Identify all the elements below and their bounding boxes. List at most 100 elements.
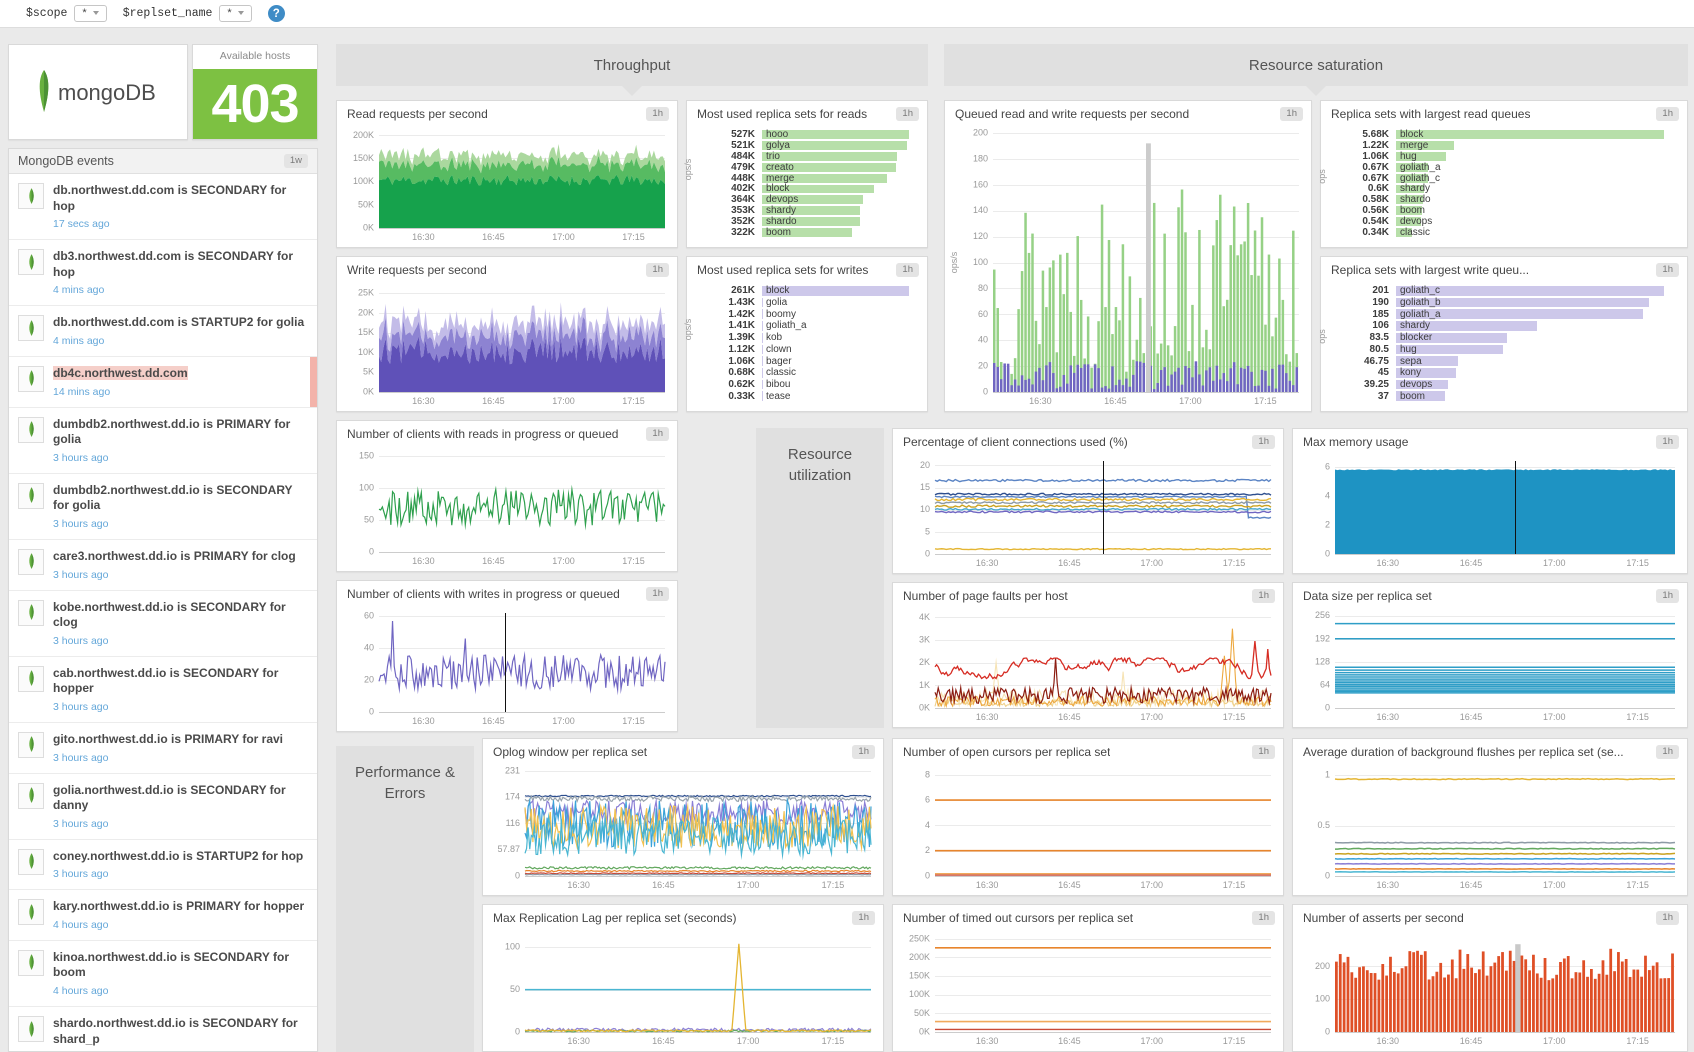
timeframe-badge[interactable]: 1h: [1252, 435, 1275, 449]
toplist-row[interactable]: 402K block: [705, 183, 915, 194]
help-icon[interactable]: ?: [267, 5, 285, 22]
timeframe-badge[interactable]: 1h: [646, 107, 669, 121]
toplist-row[interactable]: 0.6K shardy: [1339, 183, 1675, 194]
event-timestamp[interactable]: 4 hours ago: [53, 918, 109, 931]
scope-select[interactable]: *: [74, 5, 107, 22]
event-item[interactable]: coney.northwest.dd.io is STARTUP2 for ho…: [9, 839, 317, 891]
toplist-row[interactable]: 80.5 hug: [1339, 344, 1675, 356]
toplist-row[interactable]: 190 goliath_b: [1339, 297, 1675, 309]
event-timestamp[interactable]: 4 mins ago: [53, 284, 105, 297]
event-item[interactable]: kinoa.northwest.dd.io is SECONDARY for b…: [9, 940, 317, 1008]
toplist-row[interactable]: 322K boom: [705, 227, 915, 238]
event-item[interactable]: db.northwest.dd.com is SECONDARY for hop…: [9, 174, 317, 241]
timeframe-badge[interactable]: 1h: [1656, 435, 1679, 449]
timeframe-badge[interactable]: 1h: [1656, 263, 1679, 277]
toplist-row[interactable]: 1.22K merge: [1339, 140, 1675, 151]
event-timestamp[interactable]: 3 hours ago: [53, 817, 109, 830]
toplist-row[interactable]: 46.75 sepa: [1339, 355, 1675, 367]
toplist-row[interactable]: 0.58K shardo: [1339, 194, 1675, 205]
event-timestamp[interactable]: 3 hours ago: [53, 700, 109, 713]
toplist-row[interactable]: 521K golya: [705, 140, 915, 151]
event-timestamp[interactable]: 3 hours ago: [53, 568, 109, 581]
chart-plot[interactable]: [485, 765, 881, 892]
toplist-row[interactable]: 0.34K classic: [1339, 227, 1675, 238]
toplist-row[interactable]: 353K shardy: [705, 205, 915, 216]
timeframe-badge[interactable]: 1h: [1252, 745, 1275, 759]
timeframe-badge[interactable]: 1h: [1656, 745, 1679, 759]
toplist-row[interactable]: 5.68K block: [1339, 129, 1675, 140]
event-timestamp[interactable]: 4 hours ago: [53, 985, 109, 998]
toplist-row[interactable]: 1.42K boomy: [705, 308, 915, 320]
chart-plot[interactable]: [339, 283, 675, 408]
event-item[interactable]: dumbdb2.northwest.dd.io is PRIMARY for g…: [9, 407, 317, 474]
event-item[interactable]: shardo.northwest.dd.io is SECONDARY for …: [9, 1007, 317, 1051]
toplist-row[interactable]: 484K trio: [705, 151, 915, 162]
chart-plot[interactable]: [339, 127, 675, 244]
chart-plot[interactable]: [1295, 765, 1685, 892]
timeframe-badge[interactable]: 1h: [896, 263, 919, 277]
toplist-row[interactable]: 83.5 blocker: [1339, 332, 1675, 344]
toplist-row[interactable]: 261K block: [705, 285, 915, 297]
toplist-row[interactable]: 448K merge: [705, 173, 915, 184]
toplist-row[interactable]: 479K creato: [705, 162, 915, 173]
chart-plot[interactable]: [895, 931, 1281, 1048]
toplist-row[interactable]: 1.06K hug: [1339, 151, 1675, 162]
event-item[interactable]: golia.northwest.dd.io is SECONDARY for d…: [9, 773, 317, 840]
toplist-row[interactable]: 201 goliath_c: [1339, 285, 1675, 297]
chart-plot[interactable]: [895, 455, 1281, 570]
timeframe-badge[interactable]: 1h: [646, 427, 669, 441]
event-item[interactable]: db4c.northwest.dd.com 14 mins ago: [9, 356, 317, 408]
timeframe-badge[interactable]: 1h: [1656, 911, 1679, 925]
toplist-row[interactable]: 39.25 devops: [1339, 379, 1675, 391]
event-item[interactable]: kobe.northwest.dd.io is SECONDARY for cl…: [9, 590, 317, 657]
event-item[interactable]: kary.northwest.dd.io is PRIMARY for hopp…: [9, 890, 317, 941]
event-timestamp[interactable]: 14 mins ago: [53, 385, 111, 398]
chart-plot[interactable]: [895, 765, 1281, 892]
timeframe-badge[interactable]: 1h: [852, 911, 875, 925]
toplist-row[interactable]: 364K devops: [705, 194, 915, 205]
toplist-row[interactable]: 0.67K goliath_c: [1339, 173, 1675, 184]
timeframe-badge[interactable]: 1h: [852, 745, 875, 759]
event-item[interactable]: dumbdb2.northwest.dd.io is SECONDARY for…: [9, 473, 317, 540]
chart-plot[interactable]: ops/s 261K block 1.43K golia 1.42K boomy 1.41K g…: [683, 283, 925, 408]
chart-plot[interactable]: [1295, 455, 1685, 570]
chart-plot[interactable]: [339, 447, 675, 568]
timeframe-badge[interactable]: 1h: [1280, 107, 1303, 121]
event-timestamp[interactable]: 17 secs ago: [53, 218, 110, 231]
event-item[interactable]: cab.northwest.dd.io is SECONDARY for hop…: [9, 656, 317, 723]
toplist-row[interactable]: 0.67K goliath_a: [1339, 162, 1675, 173]
toplist-row[interactable]: 0.56K boom: [1339, 205, 1675, 216]
chart-plot[interactable]: ops/s 527K hooo 521K golya 484K trio 479K creato…: [683, 127, 925, 244]
chart-plot[interactable]: [339, 607, 675, 728]
toplist-row[interactable]: 1.06K bager: [705, 355, 915, 367]
timeframe-badge[interactable]: 1h: [1252, 911, 1275, 925]
toplist-row[interactable]: 1.39K kob: [705, 332, 915, 344]
event-item[interactable]: db3.northwest.dd.com is SECONDARY for ho…: [9, 240, 317, 307]
chart-plot[interactable]: ops 5.68K block 1.22K merge 1.06K hug 0.67K goli…: [1317, 127, 1685, 244]
event-timestamp[interactable]: 3 hours ago: [53, 634, 109, 647]
event-timestamp[interactable]: 3 hours ago: [53, 451, 109, 464]
timeframe-badge[interactable]: 1h: [1656, 107, 1679, 121]
toplist-row[interactable]: 37 boom: [1339, 390, 1675, 402]
chart-plot[interactable]: [1295, 609, 1685, 724]
timeframe-badge[interactable]: 1h: [646, 263, 669, 277]
event-item[interactable]: db.northwest.dd.com is STARTUP2 for goli…: [9, 306, 317, 357]
chart-plot[interactable]: [947, 127, 1309, 408]
toplist-row[interactable]: 1.12K clown: [705, 344, 915, 356]
timeframe-badge[interactable]: 1h: [646, 587, 669, 601]
events-timeframe-badge[interactable]: 1w: [283, 154, 308, 168]
chart-plot[interactable]: ops 201 goliath_c 190 goliath_b 185 goliath_a 1…: [1317, 283, 1685, 408]
toplist-row[interactable]: 106 shardy: [1339, 320, 1675, 332]
event-timestamp[interactable]: 3 hours ago: [53, 517, 109, 530]
toplist-row[interactable]: 185 goliath_a: [1339, 308, 1675, 320]
toplist-row[interactable]: 45 kony: [1339, 367, 1675, 379]
toplist-row[interactable]: 0.54K devops: [1339, 216, 1675, 227]
toplist-row[interactable]: 0.33K tease: [705, 390, 915, 402]
available-hosts-value[interactable]: 403: [193, 69, 317, 139]
event-timestamp[interactable]: 4 mins ago: [53, 334, 105, 347]
timeframe-badge[interactable]: 1h: [1656, 589, 1679, 603]
event-item[interactable]: gito.northwest.dd.io is PRIMARY for ravi…: [9, 722, 317, 774]
toplist-row[interactable]: 1.43K golia: [705, 297, 915, 309]
toplist-row[interactable]: 0.62K bibou: [705, 379, 915, 391]
event-item[interactable]: care3.northwest.dd.io is PRIMARY for clo…: [9, 539, 317, 591]
